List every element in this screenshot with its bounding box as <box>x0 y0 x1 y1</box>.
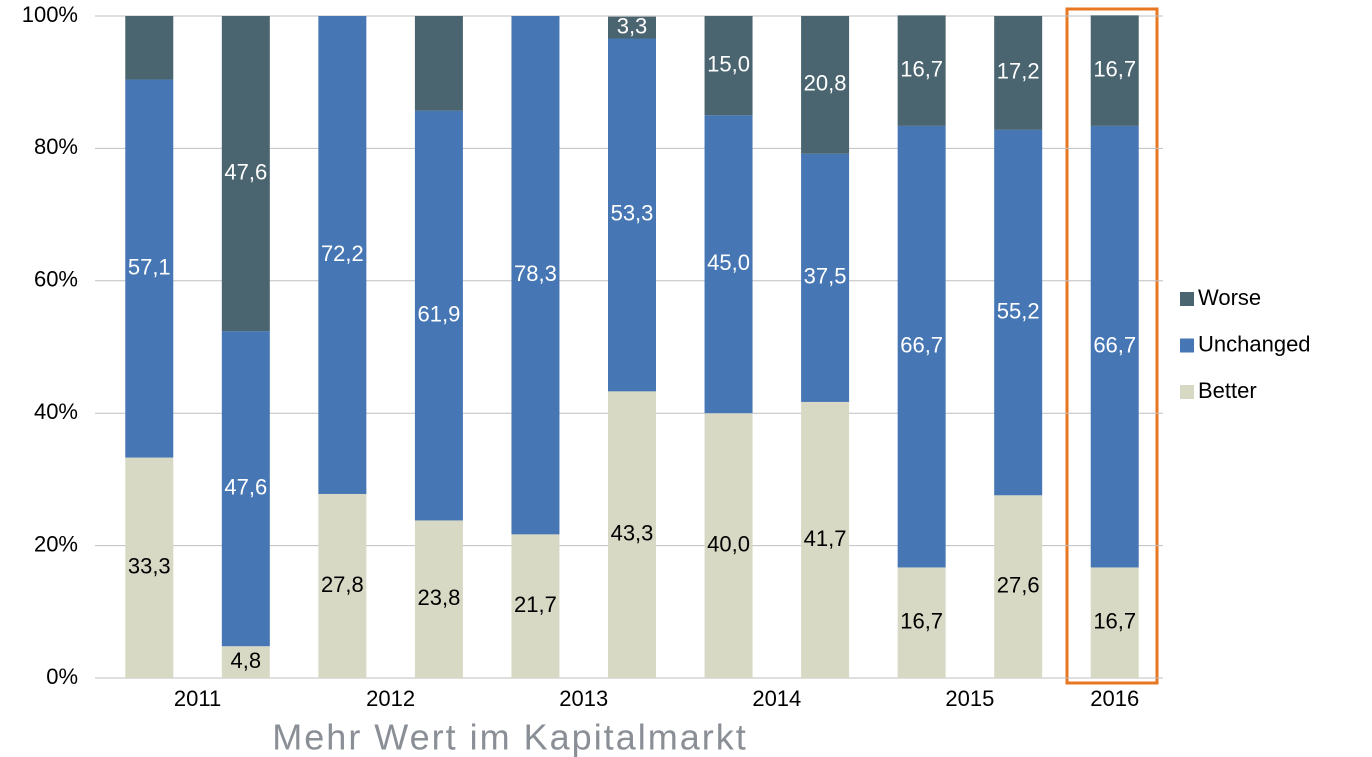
value-label: 57,1 <box>128 254 171 279</box>
value-label: 15,0 <box>707 51 750 76</box>
value-label: 45,0 <box>707 250 750 275</box>
x-tick-label: 2016 <box>1090 686 1139 711</box>
value-label: 33,3 <box>128 554 171 579</box>
bar-segment <box>125 16 174 80</box>
value-label: 40,0 <box>707 531 750 556</box>
value-label: 16,7 <box>1093 56 1136 81</box>
value-label: 20,8 <box>804 71 847 96</box>
value-label: 3,3 <box>617 13 648 38</box>
value-label: 4,8 <box>231 648 262 673</box>
value-label: 16,7 <box>1093 609 1136 634</box>
bar-segment <box>801 153 850 402</box>
bar-segment <box>414 110 463 521</box>
bar-segment <box>318 16 367 494</box>
bar-segment <box>1090 125 1139 568</box>
bar-segment <box>221 646 270 678</box>
x-tick-label: 2015 <box>945 686 994 711</box>
value-label: 55,2 <box>997 298 1040 323</box>
highlight-box <box>1065 7 1159 685</box>
legend-swatch <box>1180 338 1194 353</box>
bar-segment <box>221 16 270 332</box>
value-label: 41,7 <box>804 526 847 551</box>
y-tick-label: 20% <box>34 531 78 556</box>
bar-segment <box>897 15 946 126</box>
bar-segment <box>801 401 850 678</box>
value-label: 78,3 <box>514 261 557 286</box>
bar-segment <box>897 125 946 568</box>
bar-segment <box>1090 15 1139 126</box>
x-tick-label: 2014 <box>752 686 801 711</box>
value-label: 47,6 <box>224 474 267 499</box>
legend-swatch <box>1180 292 1194 306</box>
value-label: 23,8 <box>417 585 460 610</box>
value-label: 53,3 <box>611 201 654 226</box>
bar-segment <box>608 391 656 678</box>
legend-swatch <box>1180 385 1194 399</box>
x-tick-label: 2013 <box>559 686 608 711</box>
y-tick-label: 40% <box>34 399 78 424</box>
bar-segment <box>1090 567 1139 678</box>
bar-segment <box>994 495 1043 678</box>
bar-segment <box>994 16 1043 130</box>
y-tick-label: 100% <box>22 2 78 27</box>
y-tick-label: 80% <box>34 134 78 159</box>
bar-segment <box>704 115 753 414</box>
legend-label: Unchanged <box>1198 331 1311 356</box>
value-label: 72,2 <box>321 241 364 266</box>
legend-label: Better <box>1198 378 1257 403</box>
value-label: 16,7 <box>900 56 943 81</box>
footer: Mehr Wert im Kapitalmarkt <box>272 717 747 757</box>
bar-segment <box>704 16 753 116</box>
y-tick-label: 60% <box>34 267 78 292</box>
legend-label: Worse <box>1198 285 1261 310</box>
bar-segment <box>511 16 560 535</box>
value-label: 43,3 <box>611 520 654 545</box>
value-label: 47,6 <box>224 159 267 184</box>
bar-segment <box>801 16 850 154</box>
bar-segment <box>221 331 270 647</box>
value-label: 21,7 <box>514 592 557 617</box>
x-tick-label: 2011 <box>174 686 221 711</box>
x-tick-label: 2012 <box>366 686 415 711</box>
bar-segment <box>125 457 174 678</box>
bar-segment <box>704 413 753 678</box>
value-label: 61,9 <box>417 301 460 326</box>
bar-segment <box>511 534 560 678</box>
bar-segment <box>414 520 463 678</box>
value-label: 16,7 <box>900 609 943 634</box>
value-label: 17,2 <box>997 59 1040 84</box>
value-label: 66,7 <box>1093 332 1136 357</box>
value-label: 66,7 <box>900 332 943 357</box>
value-label: 27,6 <box>997 572 1040 597</box>
bar-segment <box>318 493 367 678</box>
bar-segment <box>608 16 656 39</box>
bar-segment <box>608 38 656 392</box>
value-label: 37,5 <box>804 264 847 289</box>
bar-segment <box>897 567 946 678</box>
bar-segment <box>414 16 463 111</box>
y-tick-label: 0% <box>46 664 78 689</box>
bar-segment <box>125 79 174 458</box>
bar-segment <box>994 129 1043 496</box>
value-label: 27,8 <box>321 572 364 597</box>
